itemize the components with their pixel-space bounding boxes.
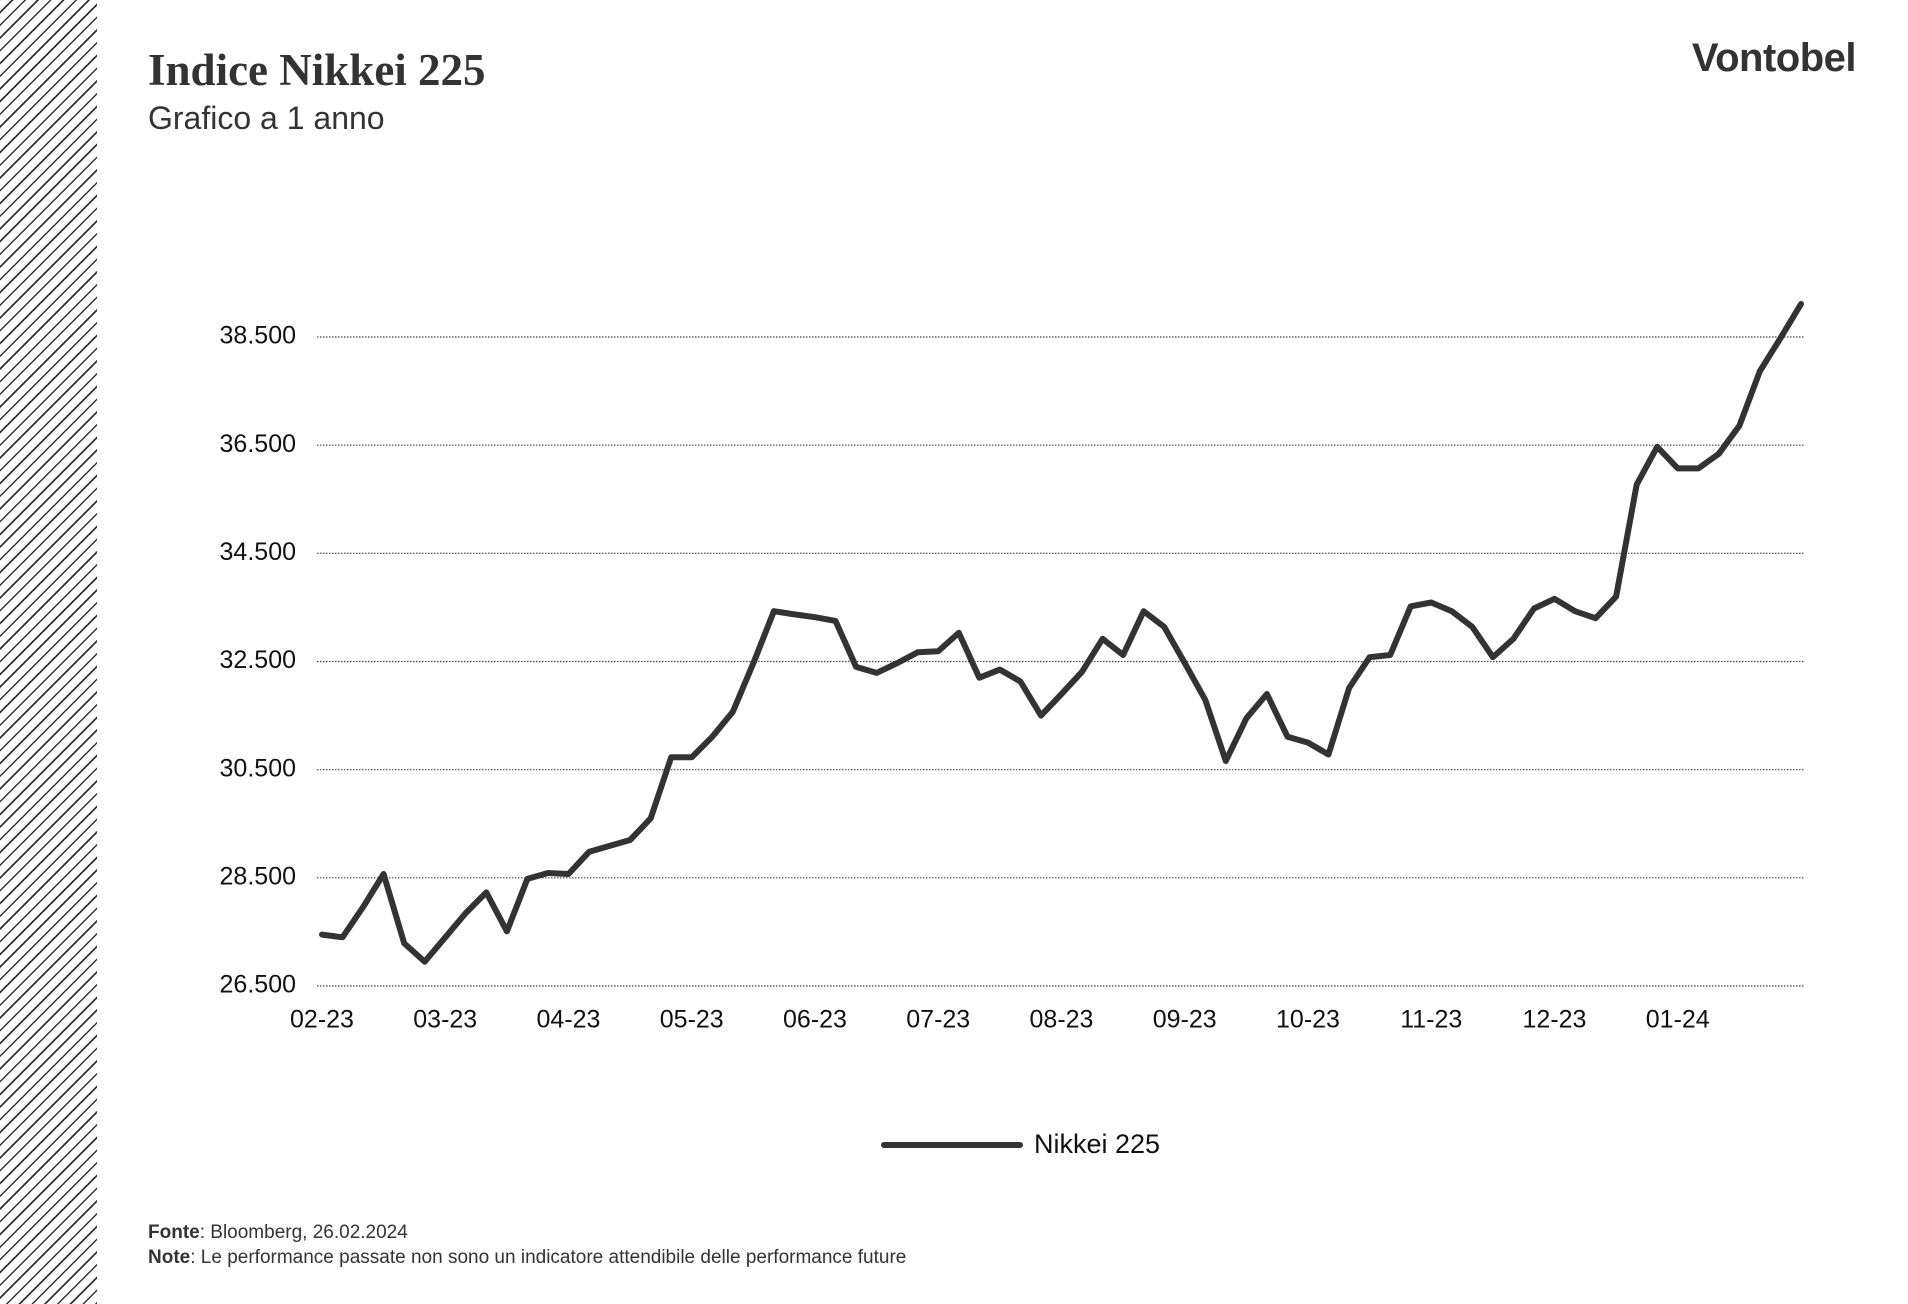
footer: Fonte: Bloomberg, 26.02.2024 Note: Le pe… (148, 1220, 906, 1270)
hatch-band (0, 0, 97, 1304)
x-tick-label: 04-23 (537, 1006, 601, 1034)
chart-subtitle: Grafico a 1 anno (148, 100, 385, 136)
y-tick-label: 32.500 (220, 646, 296, 674)
note-text: : Le performance passate non sono un ind… (190, 1247, 907, 1268)
y-tick-label: 30.500 (220, 754, 296, 782)
x-tick-label: 12-23 (1523, 1006, 1587, 1034)
note-line: Note: Le performance passate non sono un… (148, 1245, 906, 1270)
legend-label: Nikkei 225 (1034, 1129, 1160, 1159)
y-tick-label: 36.500 (220, 430, 296, 458)
source-label: Fonte (148, 1222, 200, 1243)
y-tick-label: 28.500 (220, 862, 296, 890)
brand-logo: Vontobel (1691, 36, 1857, 80)
y-tick-label: 34.500 (220, 538, 296, 566)
x-tick-label: 03-23 (413, 1006, 477, 1034)
x-tick-label: 06-23 (783, 1006, 847, 1034)
y-tick-label: 26.500 (220, 971, 296, 999)
x-tick-label: 08-23 (1030, 1006, 1094, 1034)
x-tick-label: 11-23 (1400, 1006, 1462, 1034)
source-text: : Bloomberg, 26.02.2024 (199, 1222, 408, 1243)
note-label: Note (148, 1247, 191, 1268)
x-tick-label: 02-23 (290, 1006, 354, 1034)
x-tick-label: 05-23 (660, 1006, 724, 1034)
data-line (319, 301, 1804, 965)
y-tick-label: 38.500 (220, 322, 296, 350)
x-tick-label: 10-23 (1276, 1006, 1340, 1034)
x-tick-label: 07-23 (906, 1006, 970, 1034)
chart-title: Indice Nikkei 225 (148, 45, 486, 95)
x-tick-label: 01-24 (1646, 1006, 1710, 1034)
x-tick-label: 09-23 (1153, 1006, 1217, 1034)
source-line: Fonte: Bloomberg, 26.02.2024 (148, 1220, 906, 1245)
